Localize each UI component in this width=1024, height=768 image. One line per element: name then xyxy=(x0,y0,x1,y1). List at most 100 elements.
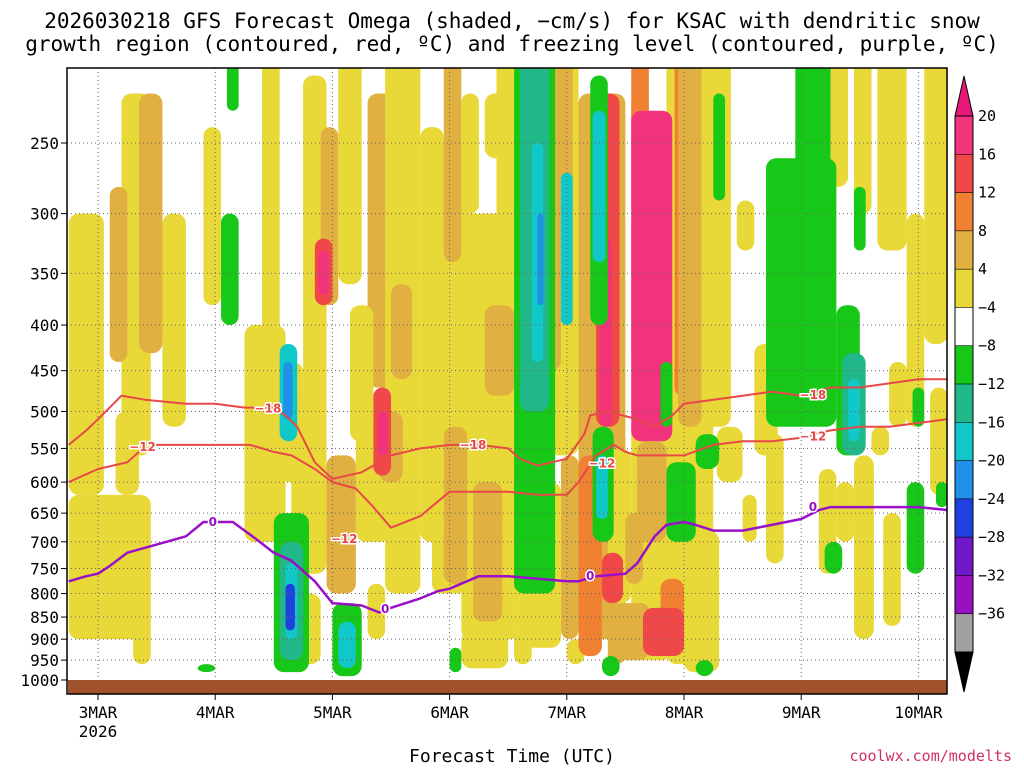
omega-cell-77 xyxy=(133,621,151,665)
omega-shading xyxy=(68,68,947,677)
omega-cell-93 xyxy=(678,68,702,427)
omega-cell-25 xyxy=(461,630,509,669)
dgz-minus12-contour-label-3: −12 xyxy=(800,429,827,443)
contour-lines: −12 −12 −12 −12 −18 −18 −18 0 0 0 0 xyxy=(68,378,947,617)
omega-cell-88 xyxy=(631,110,673,442)
omega-cell-60 xyxy=(338,68,362,285)
x-tick-label-5MAR: 5MAR xyxy=(313,703,352,722)
omega-cell-71 xyxy=(484,93,509,159)
chart-title-line1: 2026030218 GFS Forecast Omega (shaded, −… xyxy=(44,9,980,33)
dgz-minus18-contour-label-1: −18 xyxy=(460,438,487,452)
y-tick-label-300: 300 xyxy=(30,205,59,224)
omega-cell-121 xyxy=(601,656,620,677)
omega-cell-42 xyxy=(103,513,122,594)
y-tick-label-850: 850 xyxy=(30,608,59,627)
omega-cell-62 xyxy=(461,93,479,214)
freezing-level-contour-label-2: 0 xyxy=(586,569,594,583)
omega-cell-13 xyxy=(853,68,872,214)
freezing-level-contour-label-1: 0 xyxy=(381,602,389,616)
x-tick-sublabel-3MAR: 2026 xyxy=(79,722,118,741)
colorbar-label-10: −24 xyxy=(978,490,1005,508)
omega-cell-83 xyxy=(642,607,684,657)
y-tick-label-700: 700 xyxy=(30,533,59,552)
omega-cell-28 xyxy=(766,434,784,564)
credit-link[interactable]: coolwx.com/modelts xyxy=(849,747,1012,765)
omega-cell-119 xyxy=(338,621,356,669)
omega-cell-33 xyxy=(262,68,280,354)
omega-cell-30 xyxy=(853,455,874,640)
colorbar: 20 16 12 8 4 −4 −8 −12 −16 −20 −24 −28 −32 −36 xyxy=(954,75,1005,693)
colorbar-top-arrow xyxy=(954,75,974,117)
omega-cell-113 xyxy=(285,583,295,631)
colorbar-swatch-8 xyxy=(954,421,974,462)
y-tick-label-500: 500 xyxy=(30,403,59,422)
omega-cell-68 xyxy=(115,411,140,495)
omega-cell-80 xyxy=(484,305,515,396)
omega-cell-36 xyxy=(256,395,280,495)
omega-cell-107 xyxy=(596,455,608,520)
dgz-minus18-contour-label-2: −18 xyxy=(800,388,827,402)
omega-cell-91 xyxy=(318,250,329,295)
y-tick-label-350: 350 xyxy=(30,264,59,283)
colorbar-label-3: 8 xyxy=(978,222,987,240)
x-tick-label-8MAR: 8MAR xyxy=(665,703,704,722)
omega-cell-104 xyxy=(592,110,606,263)
omega-cell-56 xyxy=(349,305,374,442)
omega-cell-0 xyxy=(68,213,104,495)
colorbar-label-0: 20 xyxy=(978,107,996,125)
omega-cell-58 xyxy=(716,426,743,483)
colorbar-label-11: −28 xyxy=(978,528,1005,546)
omega-cell-64 xyxy=(889,361,907,427)
x-tick-label-4MAR: 4MAR xyxy=(196,703,235,722)
colorbar-swatch-7 xyxy=(954,383,974,424)
omega-cell-130 xyxy=(783,250,796,285)
colorbar-swatch-0 xyxy=(954,115,974,156)
y-tick-label-600: 600 xyxy=(30,473,59,492)
omega-cell-92 xyxy=(378,411,388,456)
omega-cell-123 xyxy=(824,541,843,574)
y-tick-label-900: 900 xyxy=(30,630,59,649)
omega-cell-65 xyxy=(836,482,854,542)
dgz-minus12-contour-label-2: −12 xyxy=(589,457,616,471)
colorbar-swatch-3 xyxy=(954,230,974,270)
omega-cell-31 xyxy=(883,513,901,627)
chart-title-line2: growth region (contoured, red, ºC) and f… xyxy=(25,32,999,56)
colorbar-swatch-11 xyxy=(954,536,974,577)
colorbar-frame xyxy=(954,115,974,653)
omega-cell-127 xyxy=(197,664,216,673)
y-tick-label-450: 450 xyxy=(30,362,59,381)
colorbar-label-7: −12 xyxy=(978,375,1005,393)
omega-cell-39 xyxy=(420,127,444,542)
x-tick-label-6MAR: 6MAR xyxy=(430,703,469,722)
omega-cell-97 xyxy=(848,379,860,442)
colorbar-bottom-arrow xyxy=(954,651,974,693)
omega-cell-98 xyxy=(795,68,831,306)
y-tick-label-250: 250 xyxy=(30,134,59,153)
colorbar-label-8: −16 xyxy=(978,413,1005,431)
omega-cell-89 xyxy=(637,441,667,542)
omega-cell-35 xyxy=(162,213,186,427)
x-axis-title: Forecast Time (UTC) xyxy=(409,746,615,767)
omega-cell-122 xyxy=(695,660,714,677)
ground-surface xyxy=(68,680,947,694)
y-tick-label-800: 800 xyxy=(30,585,59,604)
omega-cell-108 xyxy=(666,462,696,542)
colorbar-swatch-1 xyxy=(954,153,974,194)
dgz-minus18-contour xyxy=(68,378,947,480)
omega-cell-52 xyxy=(906,213,925,427)
omega-cell-116 xyxy=(283,361,293,420)
omega-cell-72 xyxy=(514,630,532,665)
omega-cell-79 xyxy=(607,630,626,665)
colorbar-swatch-10 xyxy=(954,498,974,538)
colorbar-swatch-6 xyxy=(954,345,974,385)
colorbar-label-6: −8 xyxy=(978,337,996,355)
omega-cell-59 xyxy=(742,494,757,542)
colorbar-label-4: 4 xyxy=(978,260,987,278)
colorbar-swatch-12 xyxy=(954,575,974,615)
omega-cell-50 xyxy=(109,186,128,362)
omega-cell-114 xyxy=(226,68,239,111)
x-tick-label-7MAR: 7MAR xyxy=(548,703,587,722)
colorbar-swatch-5 xyxy=(954,307,974,347)
dgz-minus12-contour-label-0: −12 xyxy=(129,440,156,454)
